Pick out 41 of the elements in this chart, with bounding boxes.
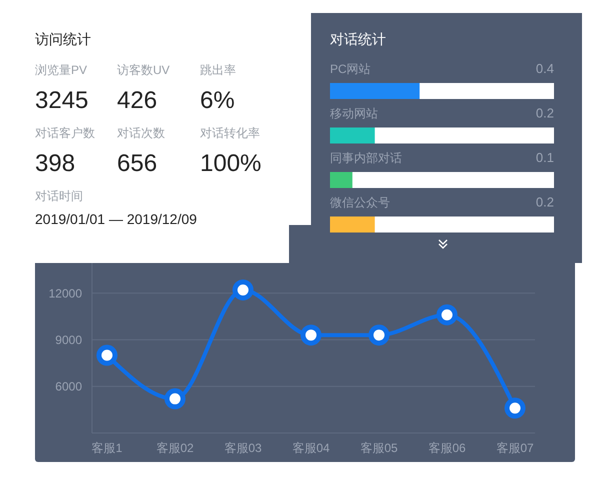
text: 3245 xyxy=(35,87,88,114)
text: 100% xyxy=(200,150,262,177)
point xyxy=(504,398,526,419)
point xyxy=(96,344,118,366)
data-label: 0.2 xyxy=(536,194,554,210)
text: 对话客户数 xyxy=(35,126,95,140)
text: 对话转化率 xyxy=(200,126,260,140)
text: 6% xyxy=(200,87,235,114)
x-tick-label: 客服05 xyxy=(360,441,398,455)
data-label: 0.4 xyxy=(536,61,554,76)
x-tick-label: 客服04 xyxy=(292,441,330,455)
y-tick-label: 12000 xyxy=(48,286,82,300)
text: 浏览量PV xyxy=(35,63,88,77)
text: 426 xyxy=(117,87,158,114)
chart-title: 对话统计 xyxy=(330,31,386,47)
point xyxy=(232,279,254,300)
point xyxy=(164,388,186,410)
text: 访问统计 xyxy=(35,31,91,47)
point xyxy=(300,324,322,346)
x-tick-label: 客服1 xyxy=(92,441,123,455)
x-tick-label: 客服03 xyxy=(224,441,262,455)
x-tick-label: 客服06 xyxy=(428,441,466,455)
text: 656 xyxy=(117,150,158,177)
text: 2019/01/01 — 2019/12/09 xyxy=(35,211,198,227)
y-tick-label: 微信公众号 xyxy=(330,196,390,210)
point xyxy=(436,304,458,326)
point xyxy=(368,324,390,346)
text: 跳出率 xyxy=(200,63,236,77)
y-tick-label: 移动网站 xyxy=(330,106,378,120)
text: 对话时间 xyxy=(35,189,83,203)
text: 访客数UV xyxy=(117,63,170,77)
text: 对话次数 xyxy=(117,126,165,140)
y-tick-label: 9000 xyxy=(55,332,82,347)
data-label: 0.1 xyxy=(536,150,554,165)
data-label: 0.2 xyxy=(536,106,554,120)
y-tick-label: 6000 xyxy=(55,380,82,394)
text: 398 xyxy=(35,150,76,177)
y-tick-label: 同事内部对话 xyxy=(330,151,402,165)
x-tick-label: 客服07 xyxy=(496,441,534,455)
x-tick-label: 客服02 xyxy=(156,441,194,455)
y-tick-label: PC网站 xyxy=(330,62,371,76)
